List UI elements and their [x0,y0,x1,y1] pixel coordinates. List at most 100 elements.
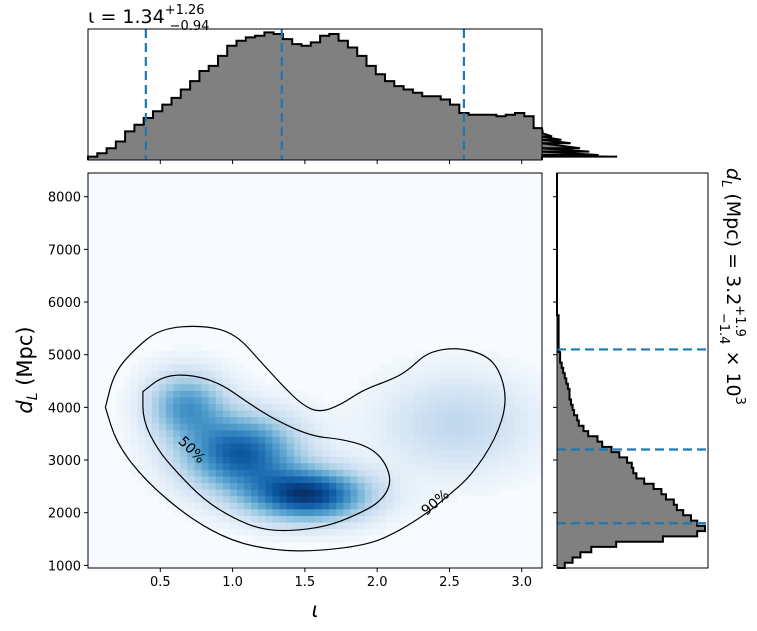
heatmap-cell [343,535,352,543]
heatmap-cell [435,495,444,503]
heatmap-cell [400,449,408,457]
heatmap-cell [414,410,422,418]
heatmap-cell [244,449,252,457]
heatmap-cell [471,383,479,391]
heatmap-cell [421,377,430,385]
heatmap-cell [456,436,465,444]
heatmap-cell [173,357,181,365]
heatmap-cell [513,449,522,457]
heatmap-cell [343,521,352,530]
heatmap-cell [442,377,451,385]
heatmap-cell [236,423,245,431]
heatmap-cell [357,416,366,424]
heatmap-cell [229,528,238,536]
heatmap-cell [272,410,281,418]
y-axis-title-unit: (Mpc) [13,326,37,392]
heatmap-cell [251,396,259,405]
heatmap-cell [251,469,259,477]
heatmap-cell [244,475,252,484]
heatmap-cell [173,502,181,510]
heatmap-cell [187,449,195,457]
heatmap-cell [513,482,522,490]
heatmap-cell [130,363,139,372]
heatmap-cell [393,403,401,411]
heatmap-cell [492,410,501,418]
heatmap-cell [407,410,415,418]
heatmap-cell [158,442,167,451]
heatmap-cell [222,357,231,365]
heatmap-cell [336,403,344,411]
title-main-text: ι = 1.34 [88,6,165,28]
heatmap-cell [534,416,543,424]
heatmap-cell [137,390,146,398]
heatmap-cell [492,396,501,405]
heatmap-cell [307,535,316,543]
heatmap-cell [478,377,486,385]
heatmap-cell [229,383,238,391]
heatmap-cell [151,462,160,470]
heatmap-cell [244,515,252,523]
heatmap-cell [357,383,366,391]
heatmap-cell [279,502,288,510]
heatmap-cell [215,350,224,358]
heatmap-cell [194,449,203,457]
heatmap-cell [194,515,203,523]
heatmap-cell [407,475,415,484]
heatmap-cell [456,410,465,418]
heatmap-cell [400,416,408,424]
heatmap-cell [527,469,536,477]
heatmap-cell [499,403,508,411]
heatmap-cell [329,521,337,530]
heatmap-cell [513,462,522,470]
heatmap-cell [151,429,160,437]
heatmap-cell [244,502,252,510]
heatmap-cell [471,350,479,358]
heatmap-cell [158,363,167,372]
right-title-sup: +1.9 [732,305,747,337]
heatmap-cell [336,515,344,523]
heatmap-cell [322,416,330,424]
heatmap-cell [229,416,238,424]
heatmap-cell [201,475,210,484]
heatmap-cell [364,475,373,484]
heatmap-cell [173,396,181,405]
heatmap-cell [279,456,288,464]
heatmap-cell [215,515,224,523]
heatmap-cell [293,410,302,418]
heatmap-cell [421,495,430,503]
heatmap-cell [527,475,536,484]
heatmap-cell [180,416,188,424]
heatmap-cell [449,442,458,451]
heatmap-cell [463,436,472,444]
heatmap-cell [471,442,479,451]
heatmap-cell [201,489,210,497]
heatmap-cell [194,489,203,497]
heatmap-cell [173,442,181,451]
heatmap-cell [286,456,295,464]
heatmap-cell [414,429,422,437]
heatmap-cell [286,449,295,457]
heatmap-cell [449,396,458,405]
y-tick-label: 2000 [48,507,81,522]
heatmap-cell [385,462,394,470]
heatmap-cell [329,469,337,477]
heatmap-cell [492,469,501,477]
heatmap-cell [471,475,479,484]
heatmap-cell [499,449,508,457]
heatmap-cell [315,429,323,437]
right-title-sub2: −1.4 [716,313,731,345]
heatmap-cell [329,429,337,437]
heatmap-cell [286,475,295,484]
heatmap-cell [300,502,309,510]
heatmap-cell [485,363,493,372]
heatmap-cell [222,410,231,418]
heatmap-cell [144,403,153,411]
heatmap-cell [137,456,146,464]
heatmap-cell [222,482,231,490]
heatmap-cell [421,449,430,457]
heatmap-cell [513,469,522,477]
heatmap-cell [435,383,444,391]
heatmap-cell [315,469,323,477]
heatmap-cell [158,449,167,457]
heatmap-cell [158,390,167,398]
